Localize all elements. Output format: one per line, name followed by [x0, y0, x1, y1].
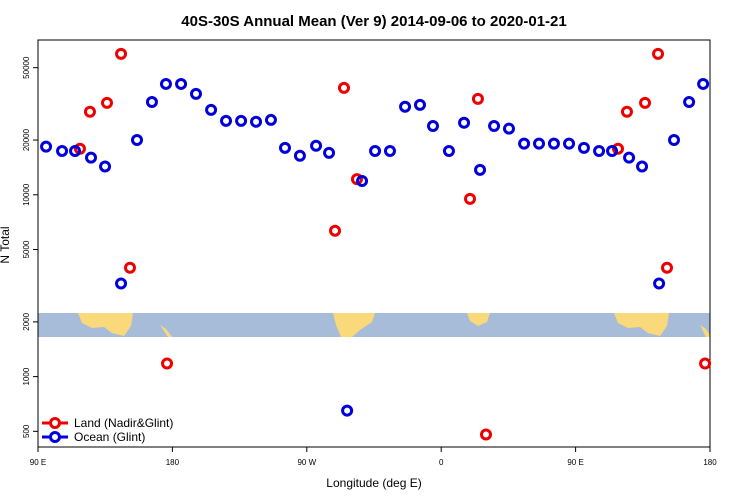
x-tick-label: 90 W [297, 458, 316, 467]
data-point [620, 105, 633, 118]
data-point [652, 47, 665, 60]
data-point [660, 261, 673, 274]
data-point [518, 137, 531, 150]
data-point [56, 145, 69, 158]
y-tick-label: 20000 [22, 128, 31, 151]
y-tick-label: 10000 [22, 183, 31, 206]
data-point [323, 146, 336, 159]
data-point [442, 145, 455, 158]
data-point [639, 96, 652, 109]
data-point [612, 142, 625, 155]
data-point [189, 87, 202, 100]
data-point [653, 277, 666, 290]
data-point [668, 134, 681, 147]
x-tick-label: 0 [439, 458, 444, 467]
data-point [205, 103, 218, 116]
data-point [577, 141, 590, 154]
data-point [606, 145, 619, 158]
data-point [383, 145, 396, 158]
data-point [145, 95, 158, 108]
data-point [235, 114, 248, 127]
y-tick-label: 500 [22, 424, 31, 438]
data-point [413, 98, 426, 111]
data-point [329, 224, 342, 237]
data-point [83, 105, 96, 118]
legend-marker [49, 431, 61, 443]
y-axis-label: N Total [0, 226, 12, 263]
data-point [502, 122, 515, 135]
data-point [115, 47, 128, 60]
data-point [250, 115, 263, 128]
data-point [100, 96, 113, 109]
legend: Land (Nadir&Glint)Ocean (Glint) [42, 416, 173, 444]
data-point [399, 100, 412, 113]
legend-marker [49, 417, 61, 429]
data-point [547, 137, 560, 150]
data-point [99, 160, 112, 173]
data-point [480, 428, 492, 441]
data-point [69, 145, 82, 158]
data-point [563, 137, 576, 150]
x-axis-label: Longitude (deg E) [326, 476, 421, 490]
x-tick-label: 180 [166, 458, 180, 467]
data-point [310, 139, 323, 152]
data-point [341, 404, 354, 417]
data-point [159, 77, 172, 90]
data-point [623, 151, 636, 164]
data-point [699, 357, 712, 370]
x-tick-label: 90 E [30, 458, 46, 467]
y-tick-label: 1000 [22, 367, 31, 385]
y-tick-label: 5000 [22, 240, 31, 258]
data-point [123, 261, 136, 274]
data-point [458, 116, 471, 129]
x-tick-label: 90 E [567, 458, 583, 467]
data-point [471, 92, 484, 105]
data-point [593, 145, 606, 158]
data-point [636, 160, 649, 173]
data-point [293, 149, 306, 162]
data-point [115, 277, 128, 290]
data-point [697, 77, 710, 90]
data-point [40, 140, 53, 153]
data-point [220, 114, 233, 127]
map-strip [38, 313, 710, 337]
data-point [426, 119, 439, 132]
data-point [278, 141, 291, 154]
data-point [337, 81, 350, 94]
y-tick-label: 2000 [22, 312, 31, 330]
data-point [161, 357, 174, 370]
data-point [85, 151, 98, 164]
data-point [683, 95, 696, 108]
data-point [175, 77, 188, 90]
data-point [369, 145, 382, 158]
legend-label: Land (Nadir&Glint) [74, 416, 173, 430]
data-point [533, 137, 546, 150]
x-tick-label: 180 [703, 458, 717, 467]
data-point [131, 134, 144, 147]
chart-title: 40S-30S Annual Mean (Ver 9) 2014-09-06 t… [181, 13, 566, 30]
legend-label: Ocean (Glint) [74, 430, 145, 444]
data-point [474, 163, 487, 176]
data-point [464, 192, 477, 205]
data-point [356, 175, 369, 188]
y-tick-label: 50000 [22, 56, 31, 79]
data-point [264, 113, 277, 126]
data-point [488, 119, 501, 132]
plot-frame [37, 39, 711, 448]
